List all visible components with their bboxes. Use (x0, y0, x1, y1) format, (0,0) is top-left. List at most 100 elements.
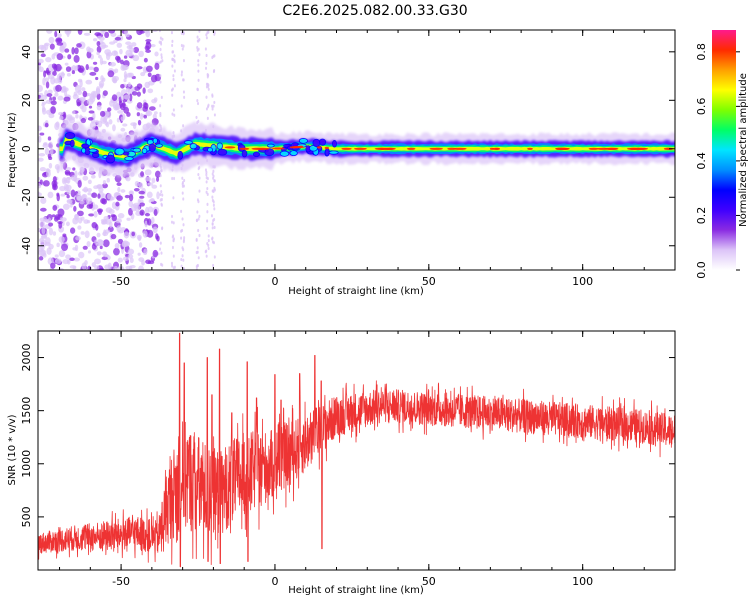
spectrogram-streak-speck (211, 195, 214, 199)
spectrogram-ridge-blob (328, 150, 339, 155)
spectrogram-noise-speck (60, 71, 65, 79)
spectrogram-noise-speck (56, 38, 63, 42)
spectrogram-noise-speck (127, 82, 131, 88)
spectrogram-noise-speck (50, 106, 56, 114)
spectrogram-noise-speck (100, 41, 106, 50)
spectrogram-noise-speck (69, 201, 73, 208)
spectrogram-noise-speck (102, 90, 108, 97)
spectrogram-noise-speck (128, 190, 134, 196)
spectrogram-noise-speck (66, 72, 71, 77)
spectrogram-noise-speck (151, 118, 159, 126)
spectrogram-noise-speck (87, 116, 94, 121)
colorbar-ticks: 0.0 0.2 0.4 0.6 0.8 (695, 43, 740, 279)
spectrogram-streak-speck (182, 31, 185, 35)
spectrogram-noise-speck (40, 207, 47, 212)
spectrogram-noise-speck (96, 51, 100, 56)
spectrogram-streak-speck (172, 221, 175, 225)
spectrogram-streak-speck (211, 93, 214, 97)
spectrogram-noise-speck (66, 194, 70, 199)
spectrogram-streak-speck (182, 197, 185, 201)
spectrogram-noise-speck (48, 222, 54, 227)
spectrogram-noise-speck (53, 63, 58, 72)
spectrogram-noise-speck (138, 190, 146, 195)
spectrogram-streak-speck (171, 50, 174, 54)
spectrogram-noise-speck (66, 189, 72, 195)
spectrogram-noise-speck (102, 180, 107, 185)
spectrogram-noise-speck (108, 30, 116, 34)
spectrogram-hot-core (604, 147, 618, 150)
spectrogram-noise-speck (100, 30, 105, 35)
spectrogram-noise-speck (102, 183, 108, 189)
spectrogram-streak-speck (211, 222, 214, 226)
spectrogram-noise-speck (39, 167, 47, 172)
spectrogram-noise-speck (125, 41, 132, 46)
spectrogram-noise-speck (98, 171, 102, 179)
spectrogram-noise-speck (43, 42, 51, 47)
spectrogram-streak-speck (160, 262, 163, 266)
spectrogram-streak-speck (172, 131, 175, 135)
spectrogram-noise-speck (46, 247, 52, 255)
spectrogram-noise-speck (94, 32, 102, 37)
spectrogram-noise-speck (125, 176, 131, 182)
spectrogram-noise-speck (70, 227, 76, 234)
spectrogram-noise-speck (56, 192, 60, 197)
spectrogram-noise-speck (147, 218, 152, 226)
spectrogram-ridge-blob (69, 139, 75, 148)
spectrogram-noise-speck (147, 72, 152, 78)
spectrogram-streak-speck (212, 104, 215, 108)
spectrogram-streak-speck (205, 180, 208, 184)
colorbar-tick-label: 0.4 (695, 152, 708, 170)
spectrogram-noise-speck (117, 186, 121, 193)
colorbar: 0.0 0.2 0.4 0.6 0.8 Normalized spectral ampl… (695, 30, 749, 279)
spectrogram-streak-speck (158, 30, 161, 33)
spectrogram-noise-speck (42, 180, 50, 187)
spectrogram-streak-speck (172, 108, 175, 112)
snr-y-label: SNR (10 * v/v) (7, 414, 18, 485)
spectrogram-noise-speck (76, 43, 82, 48)
colorbar-tick-label: 0.2 (695, 207, 708, 225)
spectrogram-noise-speck (151, 177, 156, 184)
snr-x-tick-label: 0 (271, 575, 278, 588)
spectrogram-noise-speck (102, 239, 110, 248)
spectrogram-noise-speck (87, 250, 92, 254)
spectrogram-noise-speck (150, 74, 158, 83)
spectrogram-noise-speck (114, 242, 120, 249)
spectrogram-ridge-blob (124, 156, 134, 162)
spectrogram-noise-speck (146, 229, 154, 238)
spectrogram-streak-speck (198, 233, 201, 238)
spectrogram-streak-speck (211, 236, 214, 240)
spectrogram-noise-speck (150, 44, 156, 48)
spectrogram-noise-speck (145, 39, 152, 43)
spectrogram-streak-speck (171, 43, 174, 48)
spectrogram-noise-speck (56, 42, 64, 46)
spectrogram-noise-speck (107, 262, 112, 270)
spectrogram-ridge-blob (331, 140, 337, 148)
spectrogram-noise-speck (124, 74, 128, 80)
spectrogram-noise-speck (58, 115, 64, 121)
spectrogram-ridge-blob (289, 150, 298, 157)
spectrogram-noise-speck (92, 61, 98, 65)
spectrogram-noise-speck (49, 43, 55, 50)
spectrogram-streak-speck (211, 104, 214, 108)
spectrogram-noise-speck (120, 189, 126, 193)
spectrogram-streak-speck (160, 165, 163, 170)
spectrogram-streak-speck (182, 59, 185, 63)
spectrogram-ridge-band (59, 136, 675, 159)
spectrogram-streak-speck (212, 219, 215, 223)
spectrogram-ridge-blob (177, 150, 184, 160)
spectrogram-noise-speck (137, 119, 142, 126)
spectrogram-noise-speck (96, 232, 101, 238)
spectrogram-hot-core (272, 147, 285, 150)
snr-y-tick-label: 1500 (20, 397, 33, 425)
spectrogram-streak-speck (197, 69, 200, 73)
spectrogram-noise-speck (100, 75, 104, 82)
spectrogram-noise-speck (63, 96, 71, 102)
spectrogram-ridge-blob (266, 143, 275, 148)
spectrogram-noise-speck (47, 89, 53, 95)
spectrogram-noise-speck (50, 100, 57, 106)
spectrogram-noise-speck (94, 265, 100, 270)
spectrogram-noise-speck (117, 213, 125, 219)
spectrogram-streak-speck (159, 47, 162, 52)
spectrogram-streak-speck (159, 184, 162, 188)
